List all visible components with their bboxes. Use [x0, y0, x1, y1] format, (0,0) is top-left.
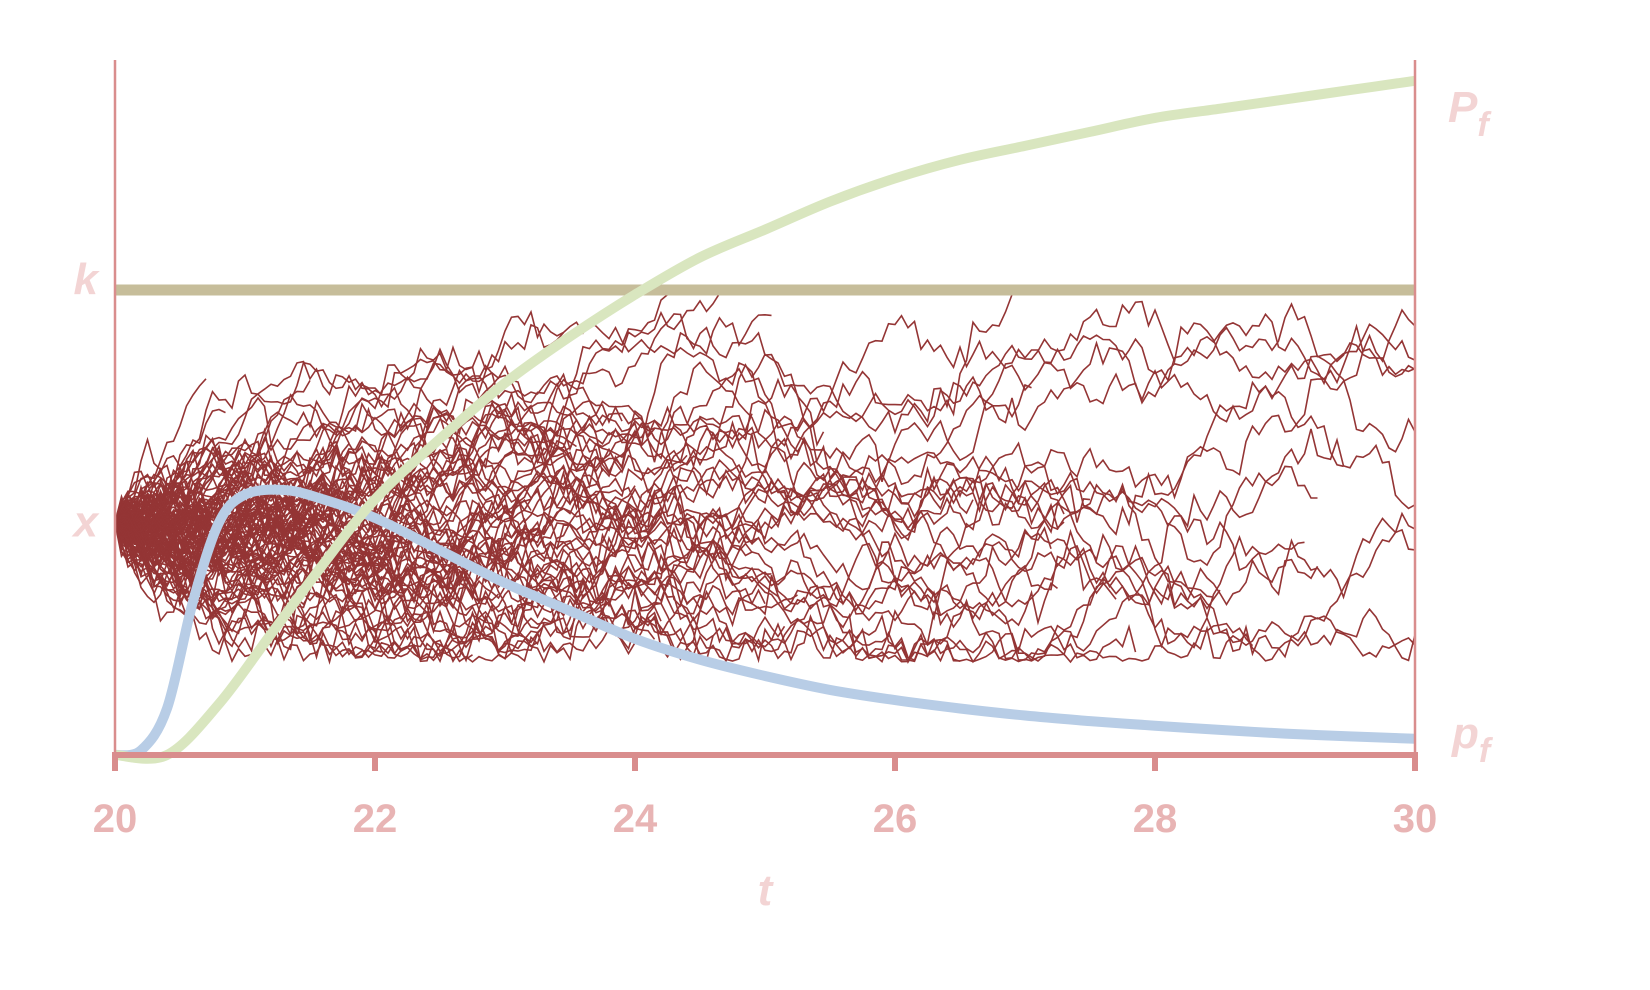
pf-label: pf: [1451, 709, 1494, 770]
curve-pf: [114, 484, 1416, 761]
sample-path: [114, 408, 226, 530]
sample-path: [114, 522, 227, 610]
sample-path: [114, 522, 1137, 664]
sample-path: [114, 294, 1013, 527]
x-tick-label: 22: [353, 797, 398, 841]
sample-path: [114, 521, 753, 608]
sample-paths: [114, 292, 1416, 665]
axes: [113, 60, 1417, 758]
x-tick-label: 28: [1133, 797, 1178, 841]
sample-path: [114, 323, 565, 531]
sample-path: [114, 313, 772, 533]
curves: [114, 75, 1416, 764]
x-tick-label: 30: [1393, 797, 1438, 841]
sample-path: [114, 453, 889, 573]
sample-path: [114, 522, 714, 656]
sample-path: [114, 461, 1254, 663]
pf-label-main: p: [1451, 709, 1479, 758]
sample-path: [114, 309, 1416, 540]
x-tick-label: 24: [613, 797, 658, 841]
Pf-label-main: P: [1448, 83, 1478, 132]
Pf-label-subscript: f: [1477, 106, 1492, 144]
sample-path: [114, 489, 1221, 613]
sample-path: [114, 408, 1416, 662]
sample-path: [114, 380, 1344, 562]
sample-path: [114, 300, 1416, 600]
sample-path: [114, 519, 759, 656]
x-axis-label: t: [758, 866, 775, 915]
sample-path: [114, 427, 1065, 619]
Pf-label: Pf: [1448, 83, 1492, 144]
x-ticks: 20 22 24 26 28 30: [93, 752, 1438, 841]
curve-Pf: [114, 75, 1416, 764]
x-tick-label: 20: [93, 797, 138, 841]
sample-path: [114, 479, 318, 599]
sample-path: [114, 360, 656, 536]
sample-path: [114, 496, 259, 537]
sample-path: [114, 440, 1416, 621]
sample-path: [114, 404, 798, 605]
sample-path: [114, 485, 636, 665]
x-tick-label: 26: [873, 797, 918, 841]
sample-path: [114, 510, 201, 574]
pf-label-subscript: f: [1479, 732, 1494, 770]
k-level-label: k: [74, 255, 101, 304]
x-level-label: x: [72, 498, 100, 547]
